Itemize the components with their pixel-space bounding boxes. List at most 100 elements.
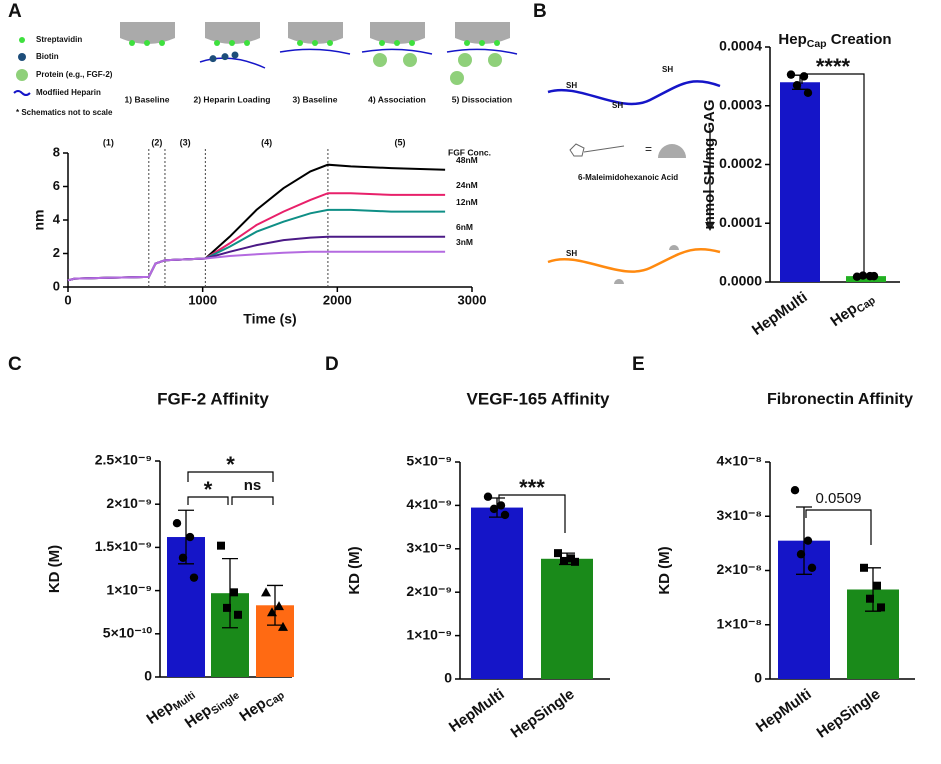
series-line bbox=[67, 250, 446, 282]
point bbox=[571, 557, 579, 566]
protein bbox=[488, 53, 502, 67]
protein bbox=[403, 53, 417, 67]
x-tick-label: HepMulti bbox=[753, 686, 815, 736]
y-tick-label: 0 bbox=[754, 670, 762, 686]
text-part: Creation bbox=[827, 31, 892, 48]
y-tick-label: 1×10⁻⁸ bbox=[716, 615, 762, 631]
schematic-a: Streptavidin Biotin Protein (e.g., FGF-2… bbox=[13, 22, 518, 117]
phase-label: (1) bbox=[103, 137, 114, 147]
bar bbox=[780, 82, 820, 282]
x-tick-label: 3000 bbox=[458, 292, 487, 307]
x-tick-label: HepSingle bbox=[508, 686, 578, 742]
point bbox=[189, 573, 199, 582]
streptavidin bbox=[129, 40, 135, 46]
y-tick-label: 1×10⁻⁹ bbox=[406, 626, 452, 642]
point bbox=[217, 541, 225, 550]
heparin bbox=[199, 57, 266, 69]
panel-label: E bbox=[632, 354, 645, 375]
y-tick-label: 0.0000 bbox=[719, 273, 762, 289]
point bbox=[860, 563, 868, 572]
streptavidin bbox=[214, 40, 220, 46]
significance-bracket bbox=[801, 73, 865, 272]
legend-entry: 3nM bbox=[456, 237, 473, 247]
step-label: 1) Baseline bbox=[125, 94, 170, 104]
point bbox=[560, 556, 568, 565]
point bbox=[786, 70, 796, 79]
y-tick-label: 0.0002 bbox=[719, 155, 762, 171]
y-tick-label: 2×10⁻⁹ bbox=[106, 495, 152, 511]
icon bbox=[18, 53, 26, 61]
y-axis-label: KD (M) bbox=[346, 546, 363, 594]
y-tick-label: 4 bbox=[53, 211, 61, 226]
x-tick-label: HepMulti bbox=[749, 289, 811, 339]
bar bbox=[471, 507, 523, 679]
streptavidin bbox=[312, 40, 318, 46]
legend-entry: 48nM bbox=[456, 155, 478, 165]
icon bbox=[13, 90, 31, 96]
phase-label: (2) bbox=[151, 137, 162, 147]
x-tick-label: HepCap bbox=[827, 289, 877, 332]
reagent: 6-Maleimidohexanoic Acid bbox=[578, 173, 678, 182]
series-line bbox=[67, 163, 446, 282]
point bbox=[483, 492, 493, 501]
step-label: 3) Baseline bbox=[293, 94, 338, 104]
heparin-capped bbox=[547, 247, 721, 273]
note: * Schematics not to scale bbox=[16, 108, 113, 117]
significance-label: **** bbox=[816, 54, 851, 79]
x-tick-label: 2000 bbox=[323, 292, 352, 307]
phase-label: (4) bbox=[261, 137, 272, 147]
significance-bracket bbox=[805, 509, 872, 545]
y-tick-label: 4×10⁻⁸ bbox=[716, 453, 762, 469]
group: SH bbox=[662, 65, 673, 74]
steps: 1) Baseline 2) Heparin Loading 3) Baseline… bbox=[120, 22, 518, 104]
molecule bbox=[569, 143, 625, 157]
legend-text: Modfiied Heparin bbox=[36, 88, 101, 97]
point bbox=[172, 519, 182, 528]
heparin bbox=[446, 48, 518, 55]
y-tick-label: 0.0004 bbox=[719, 38, 762, 54]
point bbox=[790, 486, 800, 495]
point bbox=[554, 549, 562, 558]
y-tick-label: 3×10⁻⁸ bbox=[716, 507, 762, 523]
schematic-b: SH SH SH = 6-Maleimidohexanoic Acid SH bbox=[547, 65, 721, 284]
heparin bbox=[547, 80, 721, 106]
point bbox=[278, 621, 288, 631]
y-axis-label: nm bbox=[31, 210, 47, 231]
panel-label: B bbox=[533, 1, 547, 22]
streptavidin bbox=[379, 40, 385, 46]
significance-label: * bbox=[226, 452, 235, 477]
y-tick-label: 0.0001 bbox=[719, 214, 762, 230]
point bbox=[261, 587, 271, 597]
legend-text: Streptavidin bbox=[36, 35, 82, 44]
heparin bbox=[279, 48, 351, 55]
y-tick-label: 6 bbox=[53, 178, 60, 193]
legend-title: FGF Conc. bbox=[448, 147, 491, 157]
panel-label: A bbox=[8, 1, 22, 22]
point bbox=[223, 603, 231, 612]
significance-label: *** bbox=[519, 475, 545, 500]
legend-entry: 24nM bbox=[456, 180, 478, 190]
significance-label: 0.0509 bbox=[816, 490, 862, 507]
point bbox=[858, 271, 868, 280]
step-label: 4) Association bbox=[368, 94, 426, 104]
equals: = bbox=[645, 142, 652, 156]
point bbox=[877, 603, 885, 612]
streptavidin bbox=[409, 40, 415, 46]
protein bbox=[458, 53, 472, 67]
legend-entry: 6nM bbox=[456, 222, 473, 232]
chart-title: VEGF-165 Affinity bbox=[467, 389, 610, 408]
chart-title: Fibronectin Affinity bbox=[767, 391, 913, 408]
x-tick-label: HepCap bbox=[236, 684, 286, 727]
y-tick-label: 8 bbox=[53, 144, 60, 159]
group: SH bbox=[612, 101, 623, 110]
phase-label: (3) bbox=[180, 137, 191, 147]
y-tick-label: 2×10⁻⁹ bbox=[406, 583, 452, 599]
x-tick-label: 0 bbox=[64, 292, 71, 307]
group: SH bbox=[566, 249, 577, 258]
panel-label: C bbox=[8, 354, 22, 375]
point bbox=[807, 563, 817, 572]
significance-label: ns bbox=[244, 477, 262, 494]
y-axis-label: mmol SH/mg GAG bbox=[701, 99, 718, 229]
y-tick-label: 0 bbox=[444, 670, 452, 686]
